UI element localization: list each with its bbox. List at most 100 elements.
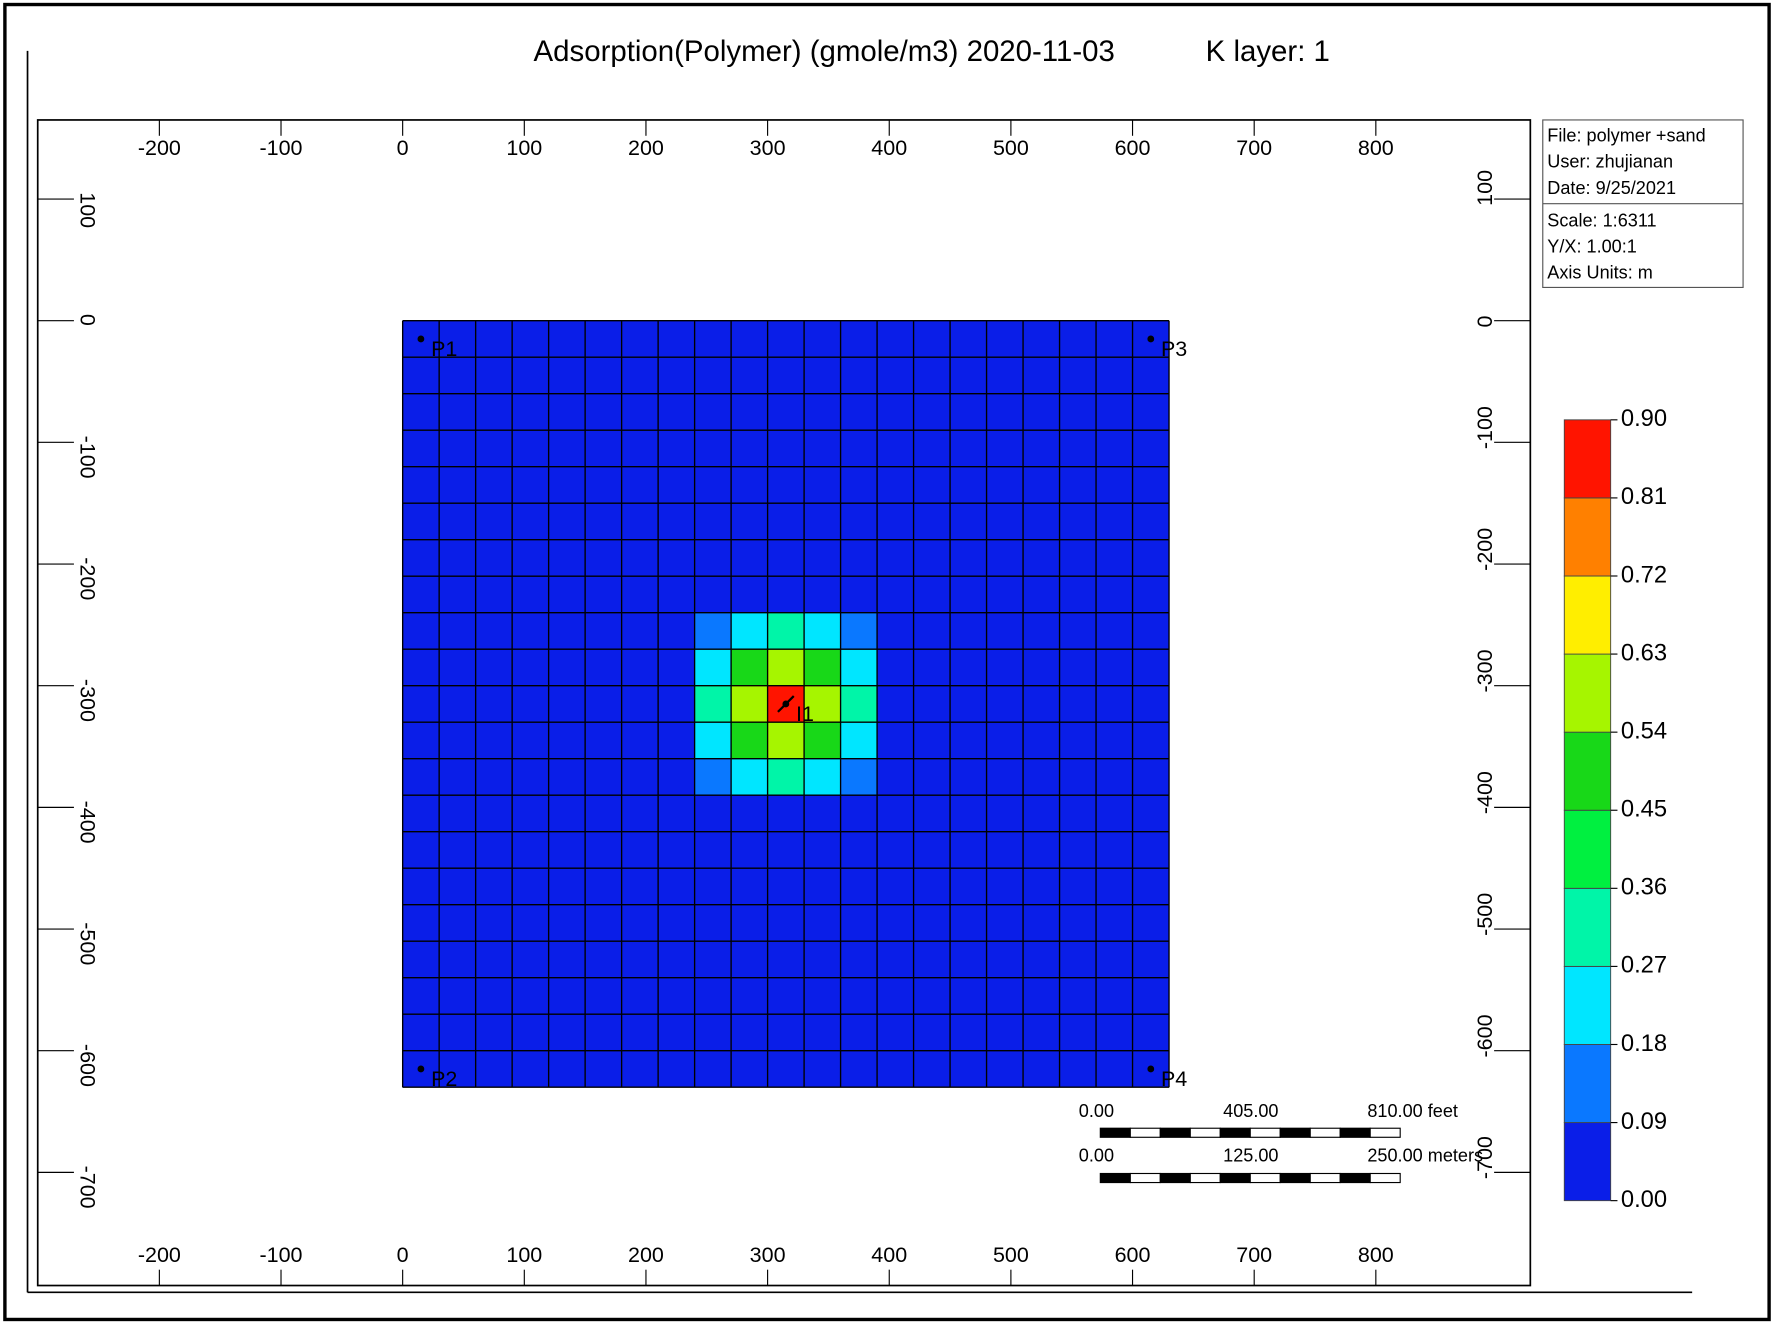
cell	[1022, 648, 1060, 686]
cell	[1059, 393, 1097, 431]
cell	[657, 502, 695, 540]
cell	[840, 831, 878, 869]
cell	[1022, 1013, 1060, 1051]
cell	[803, 831, 841, 869]
cell	[621, 539, 659, 577]
cell	[803, 393, 841, 431]
scale-label: 810.00 feet	[1367, 1101, 1458, 1121]
cell	[840, 1050, 878, 1088]
cell	[511, 648, 549, 686]
cell	[475, 867, 513, 905]
cell	[803, 940, 841, 978]
cell	[1132, 831, 1170, 869]
x-tick-label: 400	[871, 136, 907, 160]
cell	[548, 393, 586, 431]
x-tick-label: 600	[1115, 136, 1151, 160]
cell	[438, 794, 476, 832]
cell	[475, 977, 513, 1015]
scale-segment	[1219, 1127, 1251, 1138]
cell	[1059, 502, 1097, 540]
y-tick-label: -300	[76, 679, 100, 722]
scale-label: 405.00	[1223, 1101, 1278, 1121]
cell	[1059, 356, 1097, 394]
colorbar-band	[1563, 731, 1612, 811]
y-tick-label: -500	[1473, 893, 1497, 936]
cell	[548, 648, 586, 686]
cell	[657, 612, 695, 650]
plot-frame	[36, 119, 1532, 1287]
x-tick-label: 0	[397, 136, 409, 160]
cell	[584, 1050, 622, 1088]
cell	[986, 575, 1024, 613]
cell	[511, 539, 549, 577]
cell	[1022, 393, 1060, 431]
cell	[475, 393, 513, 431]
scale-segment	[1099, 1127, 1131, 1138]
cell	[730, 867, 768, 905]
cell	[621, 831, 659, 869]
cell	[913, 940, 951, 978]
cell	[475, 904, 513, 942]
cell	[1059, 575, 1097, 613]
cell	[657, 356, 695, 394]
cell	[1132, 940, 1170, 978]
cell	[621, 575, 659, 613]
cell	[475, 612, 513, 650]
cell	[1022, 831, 1060, 869]
colorbar-label: 0.54	[1621, 717, 1667, 744]
cell	[694, 831, 732, 869]
cell	[621, 429, 659, 467]
cell	[730, 758, 768, 796]
scale-segment	[1219, 1172, 1251, 1184]
well-symbol	[777, 695, 795, 713]
cell	[1132, 867, 1170, 905]
cell	[1022, 1050, 1060, 1088]
cell	[694, 867, 732, 905]
cell	[986, 356, 1024, 394]
cell	[511, 575, 549, 613]
cell	[949, 977, 987, 1015]
cell	[876, 539, 914, 577]
cell	[475, 575, 513, 613]
cell	[1022, 320, 1060, 358]
cell	[694, 721, 732, 759]
info-text: Y/X: 1.00:1	[1547, 237, 1637, 257]
cell	[876, 1050, 914, 1088]
cell	[876, 977, 914, 1015]
cell	[986, 1013, 1024, 1051]
cell	[840, 466, 878, 504]
cell	[876, 356, 914, 394]
cell	[511, 904, 549, 942]
cell	[475, 1013, 513, 1051]
cell	[840, 539, 878, 577]
x-tick-label: 300	[750, 136, 786, 160]
cell	[438, 466, 476, 504]
cell	[913, 393, 951, 431]
cell	[767, 758, 805, 796]
y-tick-label: -100	[76, 436, 100, 479]
cell	[1132, 685, 1170, 723]
x-tick-label: 300	[750, 1243, 786, 1267]
cell	[402, 356, 440, 394]
cell	[840, 794, 878, 832]
cell	[694, 393, 732, 431]
colorbar-band	[1563, 575, 1612, 655]
cell	[803, 320, 841, 358]
cell	[1095, 648, 1133, 686]
cell	[511, 1013, 549, 1051]
cell	[1095, 539, 1133, 577]
cell	[584, 831, 622, 869]
colorbar-band	[1563, 497, 1612, 577]
cell	[767, 1050, 805, 1088]
cell	[1095, 977, 1133, 1015]
cell	[584, 539, 622, 577]
cell	[876, 794, 914, 832]
cell	[1132, 393, 1170, 431]
cell	[621, 1013, 659, 1051]
colorbar-label: 0.09	[1621, 1108, 1667, 1135]
cell	[913, 1013, 951, 1051]
cell	[548, 320, 586, 358]
cell	[402, 867, 440, 905]
cell	[986, 940, 1024, 978]
cell	[1059, 1050, 1097, 1088]
